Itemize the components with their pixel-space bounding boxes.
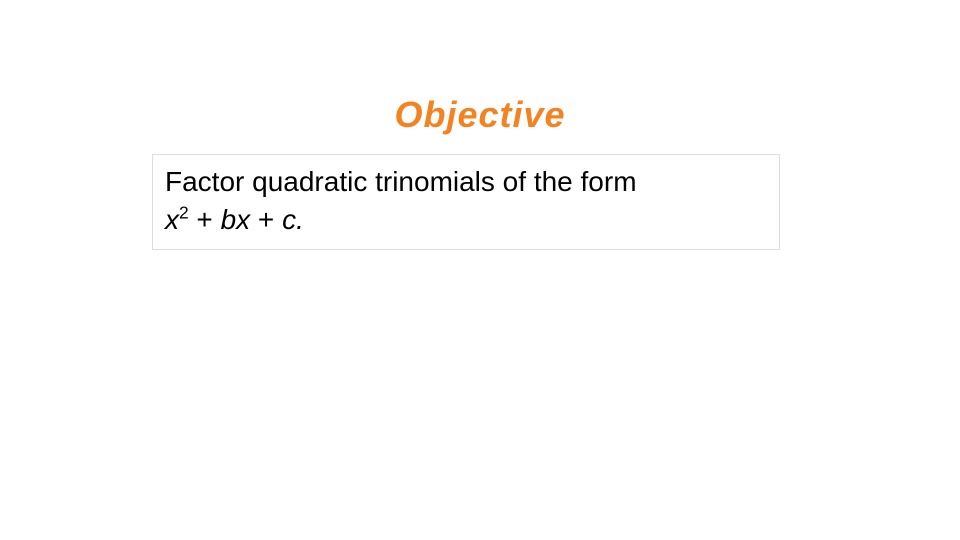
exponent-2: 2 <box>179 202 189 222</box>
slide-title: Objective <box>0 94 960 136</box>
objective-expression: x2 + bx + c. <box>165 201 767 239</box>
title-text: Objective <box>394 94 565 135</box>
slide: Objective Factor quadratic trinomials of… <box>0 0 960 540</box>
objective-box: Factor quadratic trinomials of the form … <box>152 154 780 250</box>
objective-text-line1: Factor quadratic trinomials of the form <box>165 163 767 201</box>
term-bx: bx <box>221 204 251 235</box>
plus-2: + <box>250 204 282 235</box>
term-c: c. <box>282 204 304 235</box>
variable-x: x <box>165 204 179 235</box>
plus-1: + <box>189 204 221 235</box>
